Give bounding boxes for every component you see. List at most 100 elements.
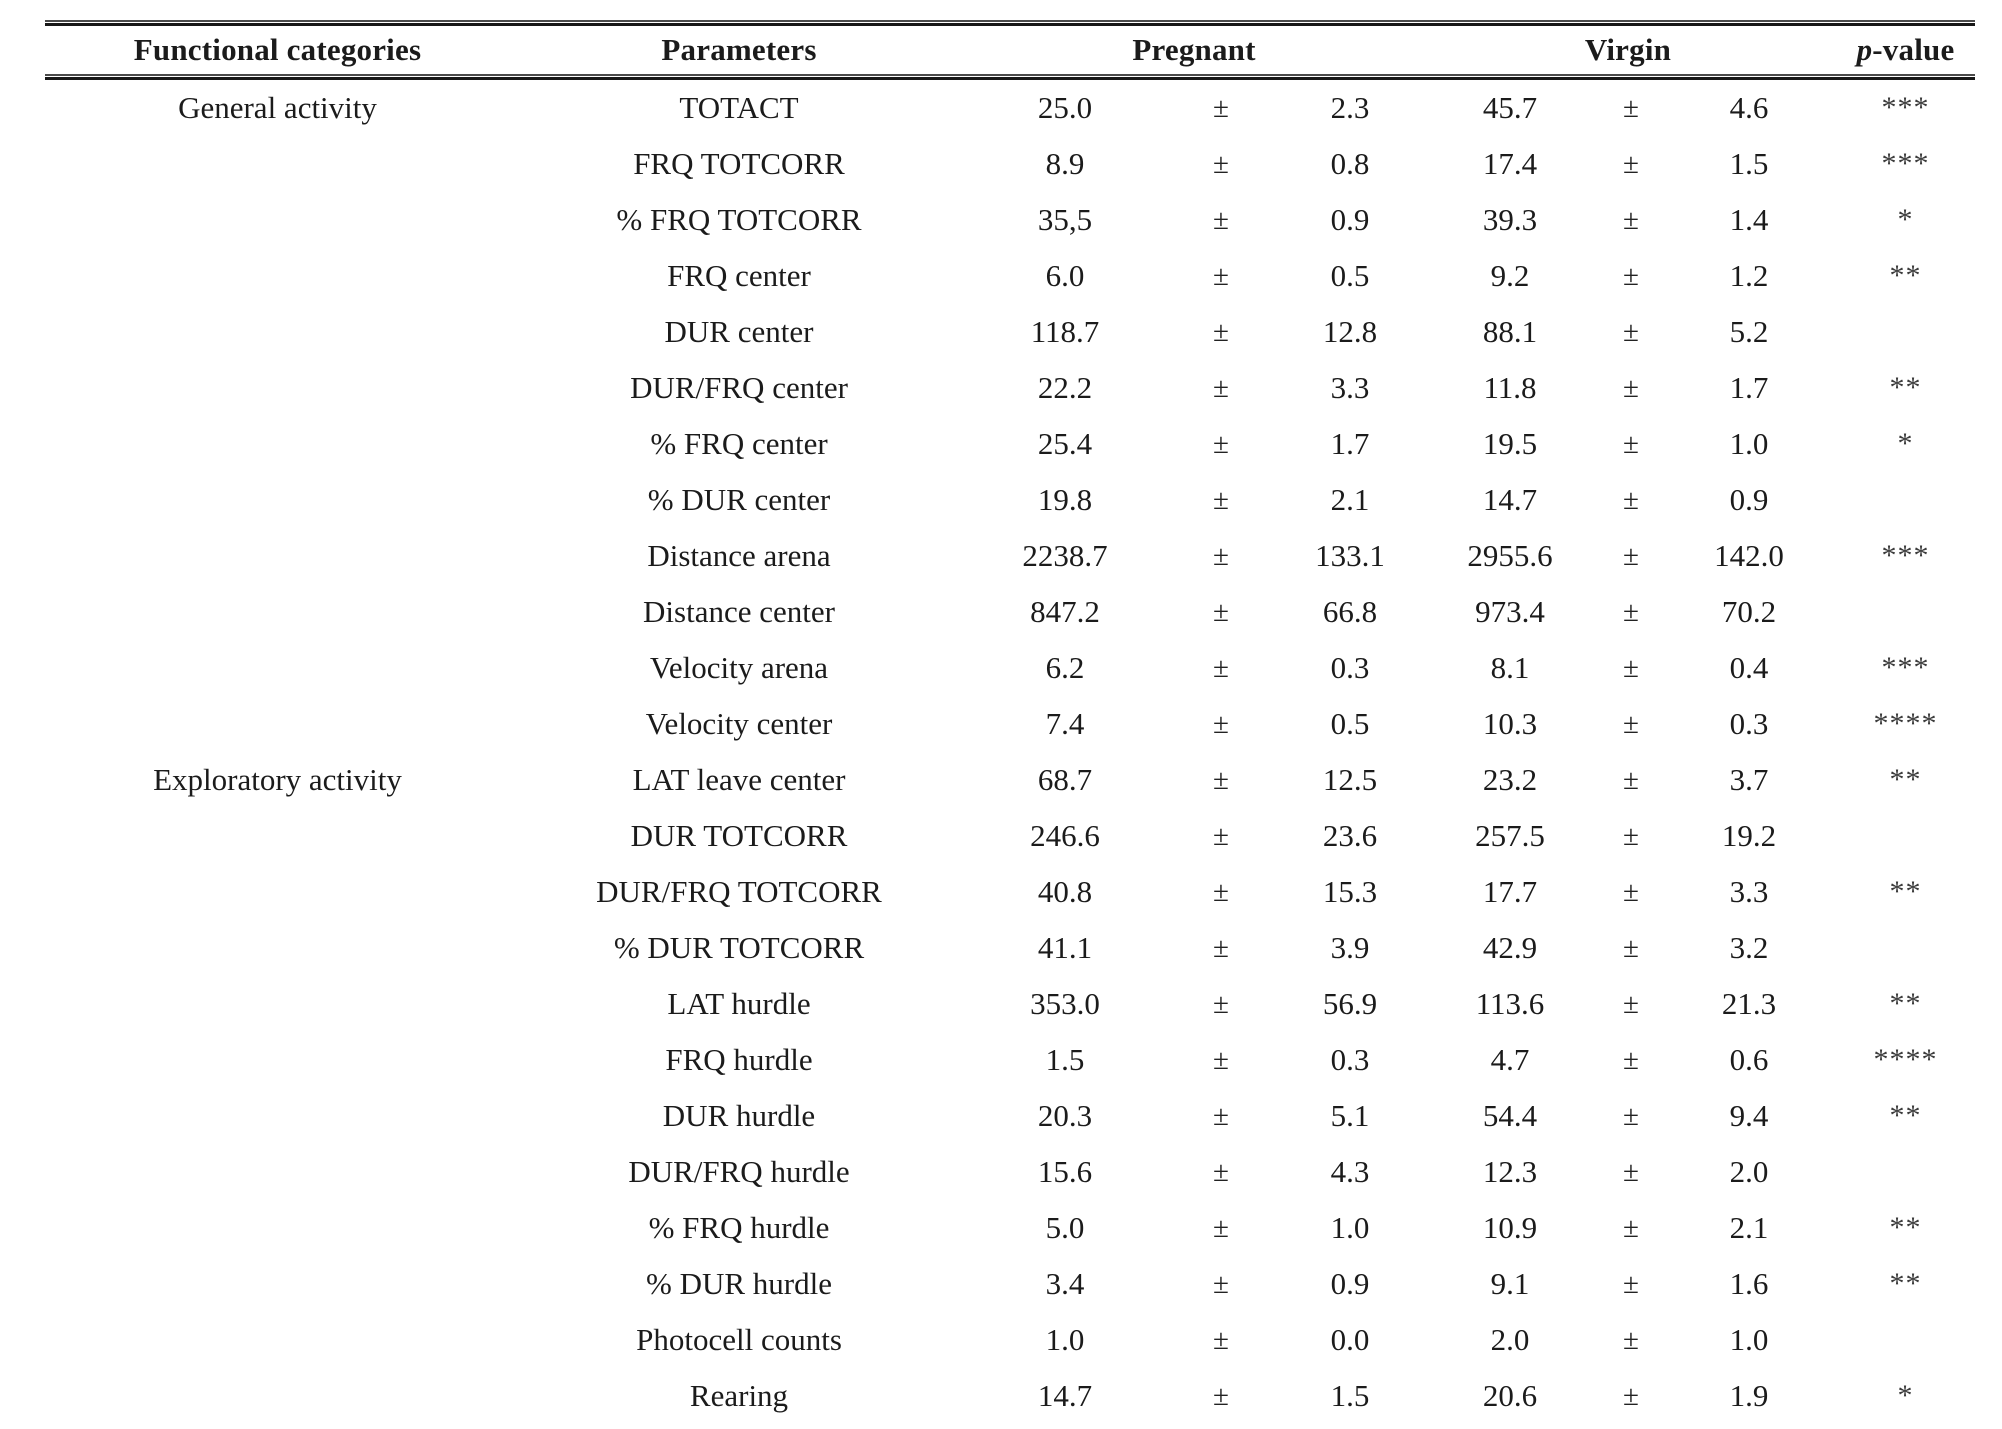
virgin-mean-cell: 19.5 xyxy=(1482,426,1538,461)
plus-minus-symbol: ± xyxy=(1623,819,1639,852)
pregnant-mean-cell: 8.9 xyxy=(1045,146,1085,181)
header-functional-categories: Functional categories xyxy=(133,32,422,67)
plus-minus-symbol: ± xyxy=(1213,1211,1229,1244)
virgin-mean-cell: 9.1 xyxy=(1490,1266,1530,1301)
virgin-se-cell: 19.2 xyxy=(1721,818,1777,853)
virgin-mean-cell: 12.3 xyxy=(1482,1154,1538,1189)
table-row: % DUR TOTCORR 41.1 ± 3.9 42.9 ± 3.2 xyxy=(45,920,1975,976)
plus-minus-symbol: ± xyxy=(1213,539,1229,572)
virgin-se-cell: 1.9 xyxy=(1729,1378,1769,1413)
plus-minus-symbol: ± xyxy=(1213,315,1229,348)
virgin-se-cell: 0.3 xyxy=(1729,706,1769,741)
pregnant-se-cell: 0.0 xyxy=(1330,1322,1370,1357)
pregnant-mean-cell: 20.3 xyxy=(1037,1098,1093,1133)
virgin-mean-cell: 17.4 xyxy=(1482,146,1538,181)
pregnant-mean-cell: 14.7 xyxy=(1037,1378,1093,1413)
virgin-mean-cell: 4.7 xyxy=(1490,1042,1530,1077)
plus-minus-symbol: ± xyxy=(1213,259,1229,292)
virgin-mean-cell: 113.6 xyxy=(1475,986,1545,1021)
pregnant-mean-cell: 7.4 xyxy=(1045,706,1085,741)
parameter-cell: FRQ center xyxy=(667,258,811,293)
virgin-se-cell: 1.2 xyxy=(1729,258,1769,293)
significance-cell: ** xyxy=(1889,259,1922,292)
table-row: FRQ hurdle 1.5 ± 0.3 4.7 ± 0.6 **** xyxy=(45,1032,1975,1088)
pregnant-se-cell: 0.5 xyxy=(1330,258,1370,293)
table-row: LAT hurdle 353.0 ± 56.9 113.6 ± 21.3 ** xyxy=(45,976,1975,1032)
virgin-mean-cell: 39.3 xyxy=(1482,202,1538,237)
table-row: Velocity center 7.4 ± 0.5 10.3 ± 0.3 ***… xyxy=(45,696,1975,752)
parameter-cell: Velocity center xyxy=(645,706,833,741)
virgin-mean-cell: 20.6 xyxy=(1482,1378,1538,1413)
parameter-cell: DUR TOTCORR xyxy=(630,818,848,853)
virgin-se-cell: 1.5 xyxy=(1729,146,1769,181)
table-row: Photocell counts 1.0 ± 0.0 2.0 ± 1.0 xyxy=(45,1312,1975,1368)
pregnant-mean-cell: 847.2 xyxy=(1030,594,1100,629)
virgin-mean-cell: 9.2 xyxy=(1490,258,1530,293)
table-row: DUR/FRQ TOTCORR 40.8 ± 15.3 17.7 ± 3.3 *… xyxy=(45,864,1975,920)
table-row: FRQ TOTCORR 8.9 ± 0.8 17.4 ± 1.5 *** xyxy=(45,136,1975,192)
plus-minus-symbol: ± xyxy=(1623,987,1639,1020)
parameter-cell: LAT leave center xyxy=(632,762,846,797)
plus-minus-symbol: ± xyxy=(1623,1211,1639,1244)
plus-minus-symbol: ± xyxy=(1213,1323,1229,1356)
pregnant-se-cell: 133.1 xyxy=(1315,538,1385,573)
plus-minus-symbol: ± xyxy=(1213,91,1229,124)
parameter-cell: DUR/FRQ center xyxy=(630,370,848,405)
table-row: Velocity arena 6.2 ± 0.3 8.1 ± 0.4 *** xyxy=(45,640,1975,696)
pregnant-mean-cell: 35,5 xyxy=(1037,202,1093,237)
plus-minus-symbol: ± xyxy=(1623,483,1639,516)
plus-minus-symbol: ± xyxy=(1213,763,1229,796)
significance-cell: * xyxy=(1897,427,1914,460)
pregnant-mean-cell: 22.2 xyxy=(1037,370,1093,405)
plus-minus-symbol: ± xyxy=(1623,539,1639,572)
virgin-mean-cell: 88.1 xyxy=(1482,314,1538,349)
virgin-se-cell: 1.0 xyxy=(1729,426,1769,461)
virgin-mean-cell: 54.4 xyxy=(1482,1098,1538,1133)
pregnant-mean-cell: 25.0 xyxy=(1037,90,1093,125)
significance-cell: *** xyxy=(1881,91,1930,124)
plus-minus-symbol: ± xyxy=(1213,1379,1229,1412)
virgin-se-cell: 0.4 xyxy=(1729,650,1769,685)
parameter-cell: Rearing xyxy=(689,1378,789,1413)
plus-minus-symbol: ± xyxy=(1623,1323,1639,1356)
plus-minus-symbol: ± xyxy=(1623,1043,1639,1076)
virgin-mean-cell: 42.9 xyxy=(1482,930,1538,965)
virgin-se-cell: 0.6 xyxy=(1729,1042,1769,1077)
parameter-cell: DUR/FRQ TOTCORR xyxy=(596,874,882,909)
parameter-cell: TOTACT xyxy=(679,90,799,125)
pregnant-se-cell: 15.3 xyxy=(1322,874,1378,909)
pregnant-se-cell: 0.5 xyxy=(1330,706,1370,741)
table-row: % DUR hurdle 3.4 ± 0.9 9.1 ± 1.6 ** xyxy=(45,1256,1975,1312)
virgin-mean-cell: 8.1 xyxy=(1490,650,1530,685)
plus-minus-symbol: ± xyxy=(1623,259,1639,292)
virgin-mean-cell: 14.7 xyxy=(1482,482,1538,517)
pregnant-mean-cell: 1.5 xyxy=(1045,1042,1085,1077)
plus-minus-symbol: ± xyxy=(1623,1267,1639,1300)
table-header-row: Functional categories Parameters Pregnan… xyxy=(45,26,1975,74)
virgin-se-cell: 1.6 xyxy=(1729,1266,1769,1301)
parameter-cell: LAT hurdle xyxy=(667,986,811,1021)
virgin-se-cell: 9.4 xyxy=(1729,1098,1769,1133)
virgin-mean-cell: 45.7 xyxy=(1482,90,1538,125)
parameter-cell: Distance arena xyxy=(647,538,831,573)
pregnant-mean-cell: 25.4 xyxy=(1037,426,1093,461)
virgin-se-cell: 1.0 xyxy=(1729,1322,1769,1357)
table-row: Rearing 14.7 ± 1.5 20.6 ± 1.9 * xyxy=(45,1368,1975,1424)
pregnant-mean-cell: 2238.7 xyxy=(1022,538,1108,573)
pregnant-mean-cell: 68.7 xyxy=(1037,762,1093,797)
parameter-cell: Photocell counts xyxy=(636,1322,842,1357)
plus-minus-symbol: ± xyxy=(1213,875,1229,908)
virgin-se-cell: 142.0 xyxy=(1714,538,1784,573)
pregnant-se-cell: 12.5 xyxy=(1322,762,1378,797)
significance-cell: ** xyxy=(1889,1211,1922,1244)
plus-minus-symbol: ± xyxy=(1213,819,1229,852)
pregnant-mean-cell: 6.0 xyxy=(1045,258,1085,293)
virgin-mean-cell: 973.4 xyxy=(1475,594,1545,629)
virgin-mean-cell: 10.9 xyxy=(1482,1210,1538,1245)
table-row: DUR center 118.7 ± 12.8 88.1 ± 5.2 xyxy=(45,304,1975,360)
parameter-cell: DUR/FRQ hurdle xyxy=(628,1154,850,1189)
pregnant-se-cell: 3.9 xyxy=(1330,930,1370,965)
significance-cell: ** xyxy=(1889,371,1922,404)
pregnant-se-cell: 23.6 xyxy=(1322,818,1378,853)
